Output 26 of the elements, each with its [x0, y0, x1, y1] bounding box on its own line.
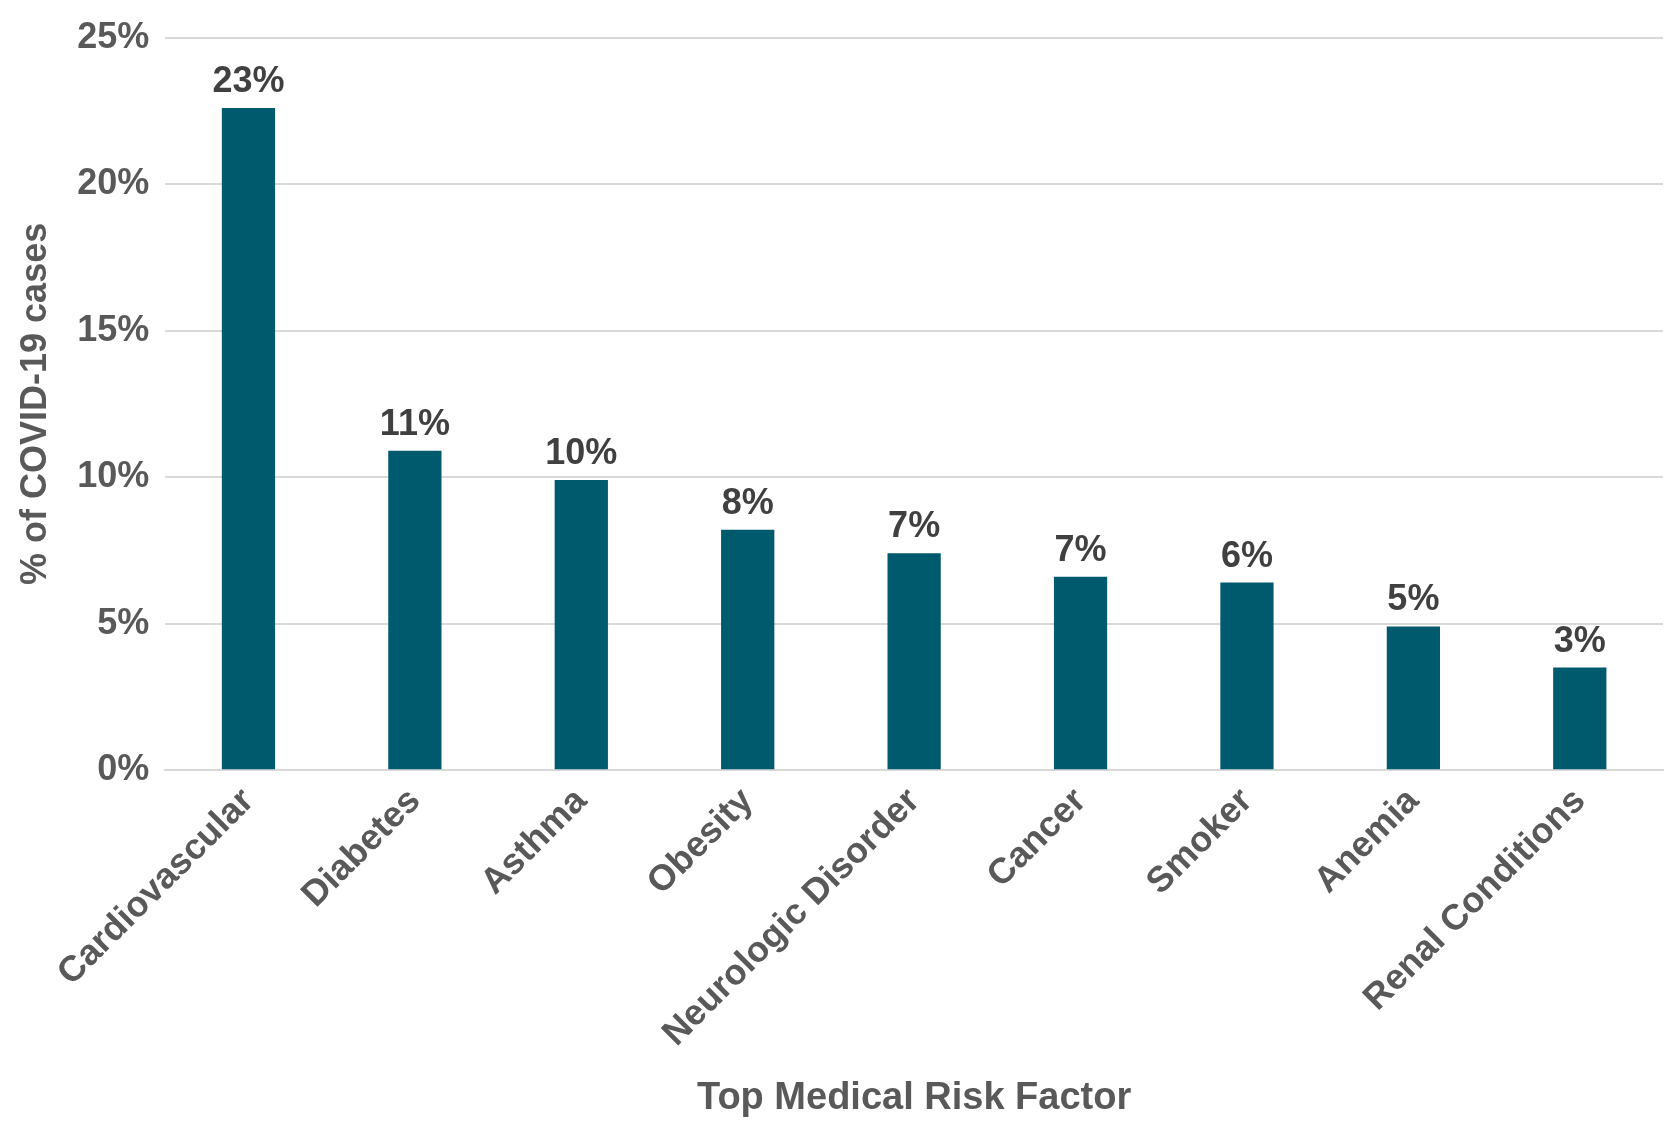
data-label: 7%	[888, 504, 941, 546]
x-axis-title: Top Medical Risk Factor	[696, 1074, 1132, 1117]
y-tick-label: 25%	[77, 14, 150, 56]
bar	[388, 450, 442, 770]
data-label: 11%	[379, 401, 450, 443]
bar	[721, 529, 775, 770]
y-tick-label: 0%	[97, 747, 150, 789]
data-label: 23%	[212, 58, 285, 100]
data-label: 7%	[1054, 527, 1107, 569]
y-tick-label: 10%	[77, 454, 150, 496]
data-label: 5%	[1387, 577, 1440, 619]
bar	[1053, 576, 1108, 770]
data-label: 6%	[1220, 533, 1273, 575]
y-tick-label: 15%	[77, 307, 150, 349]
y-axis-title: % of COVID-19 cases	[12, 222, 54, 585]
bar	[887, 553, 941, 770]
y-tick-label: 5%	[97, 600, 150, 642]
bar	[221, 107, 276, 770]
bar	[1386, 626, 1440, 770]
data-label: 10%	[545, 430, 618, 472]
bar	[1220, 582, 1274, 770]
bar	[1553, 667, 1607, 770]
data-label: 8%	[721, 480, 774, 522]
data-label: 3%	[1553, 618, 1606, 660]
y-tick-label: 20%	[77, 161, 150, 203]
bar	[554, 480, 608, 770]
